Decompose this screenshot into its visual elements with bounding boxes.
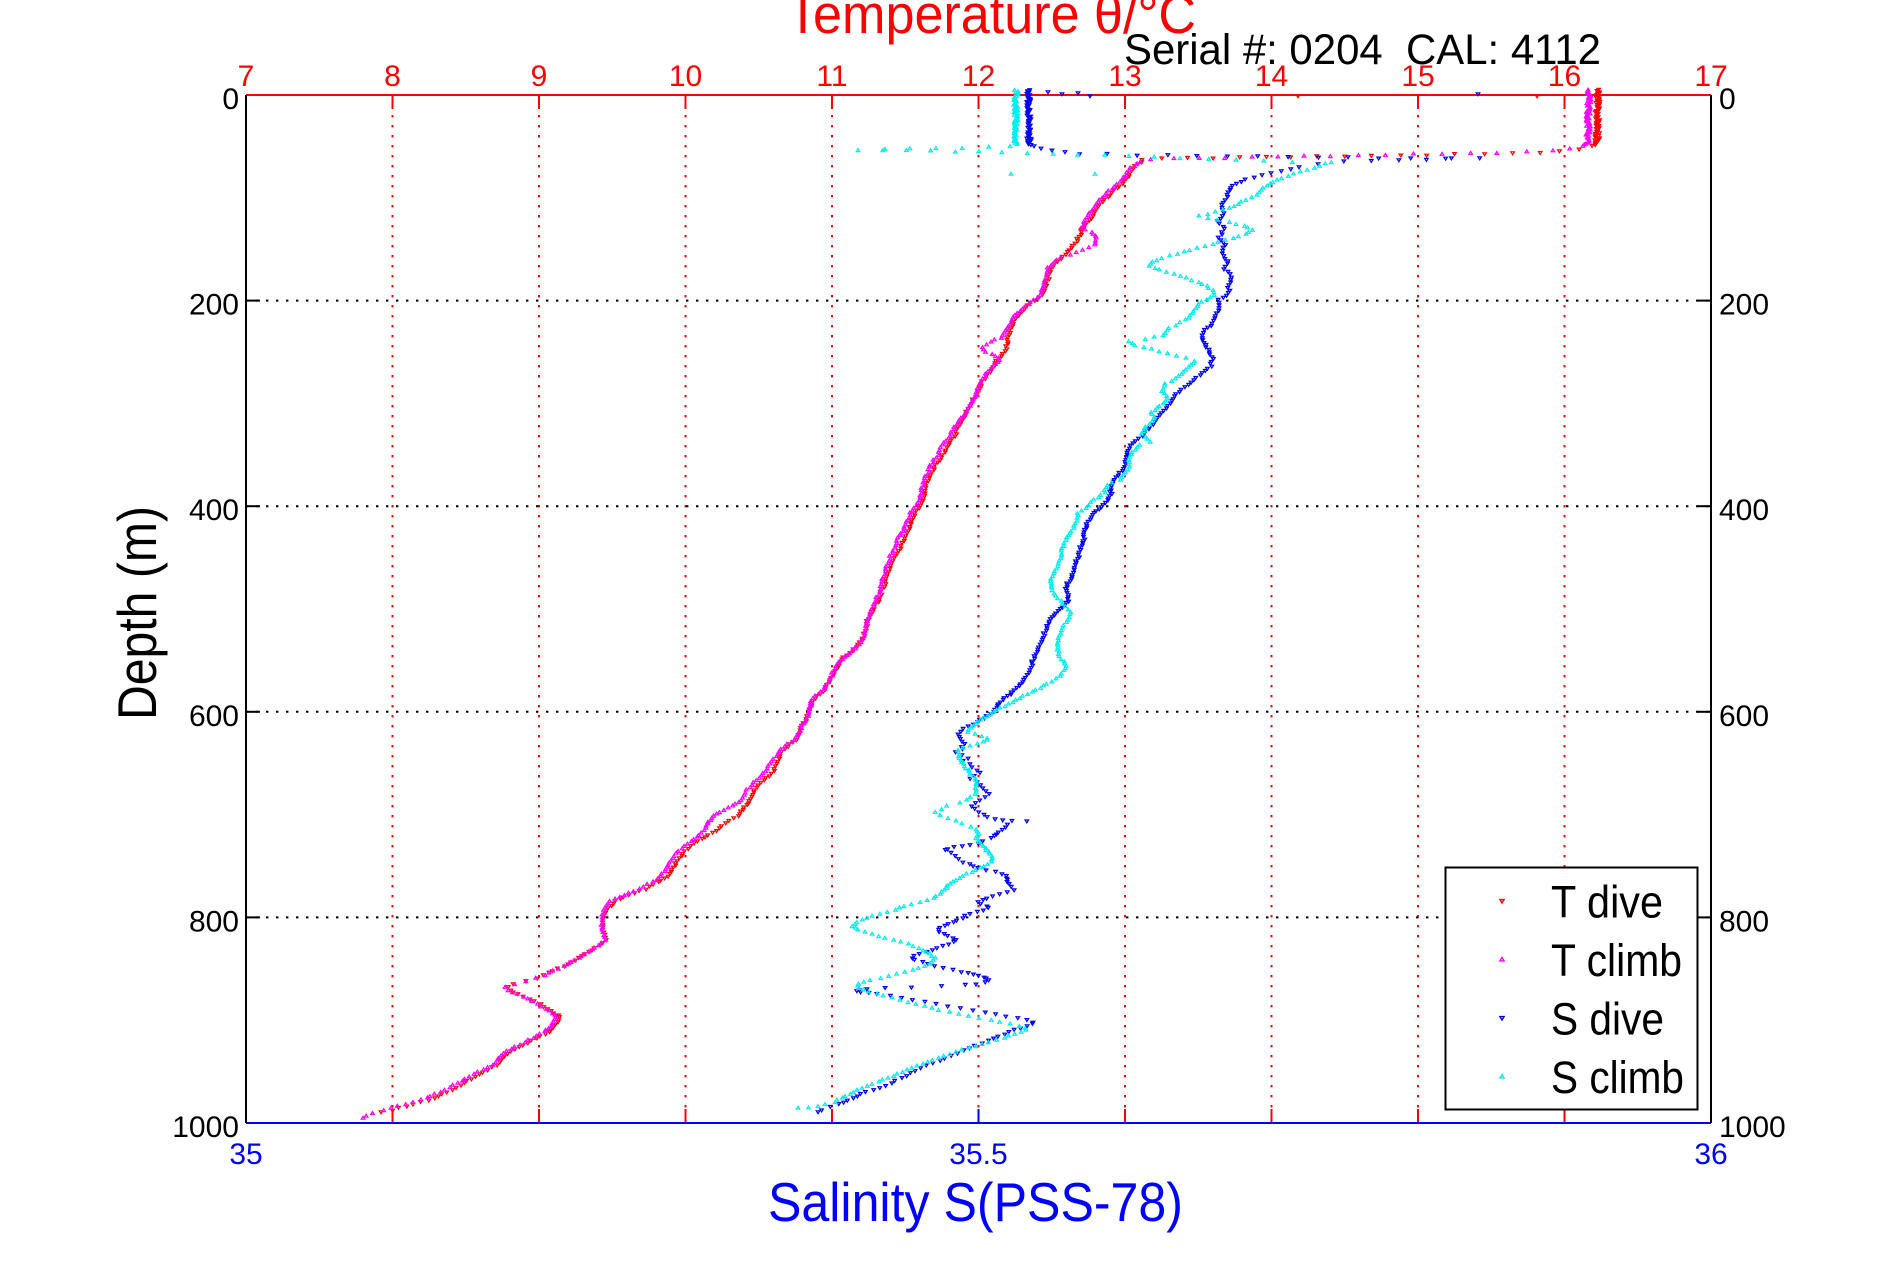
svg-text:16: 16 [1548, 60, 1581, 93]
svg-text:17: 17 [1694, 60, 1727, 93]
svg-text:400: 400 [189, 494, 239, 527]
svg-text:T climb: T climb [1551, 935, 1682, 986]
svg-text:9: 9 [531, 60, 548, 93]
svg-text:15: 15 [1401, 60, 1434, 93]
svg-text:S climb: S climb [1551, 1052, 1684, 1103]
svg-text:35.5: 35.5 [949, 1138, 1007, 1171]
svg-text:Depth (m): Depth (m) [106, 506, 168, 720]
svg-text:200: 200 [189, 289, 239, 322]
svg-text:T dive: T dive [1551, 876, 1663, 927]
svg-text:1000: 1000 [172, 1111, 239, 1144]
svg-text:1000: 1000 [1719, 1111, 1786, 1144]
svg-text:0: 0 [1719, 83, 1736, 116]
svg-text:Serial #: 0204 CAL: 4112: Serial #: 0204 CAL: 4112 [1124, 26, 1601, 74]
svg-text:35: 35 [229, 1138, 262, 1171]
svg-text:12: 12 [962, 60, 995, 93]
svg-text:600: 600 [1719, 700, 1769, 733]
svg-text:600: 600 [189, 700, 239, 733]
svg-text:10: 10 [669, 60, 702, 93]
svg-text:800: 800 [189, 905, 239, 938]
svg-text:200: 200 [1719, 289, 1769, 322]
svg-text:0: 0 [222, 83, 239, 116]
svg-text:800: 800 [1719, 905, 1769, 938]
svg-text:11: 11 [816, 60, 847, 93]
svg-text:Temperature θ/°C: Temperature θ/°C [787, 0, 1196, 45]
svg-text:8: 8 [384, 60, 401, 93]
svg-text:13: 13 [1108, 60, 1141, 93]
svg-text:Salinity S(PSS-78): Salinity S(PSS-78) [768, 1171, 1183, 1233]
svg-text:14: 14 [1255, 60, 1288, 93]
svg-text:400: 400 [1719, 494, 1769, 527]
svg-text:7: 7 [238, 60, 255, 93]
svg-text:36: 36 [1694, 1138, 1727, 1171]
svg-text:S dive: S dive [1551, 993, 1664, 1044]
